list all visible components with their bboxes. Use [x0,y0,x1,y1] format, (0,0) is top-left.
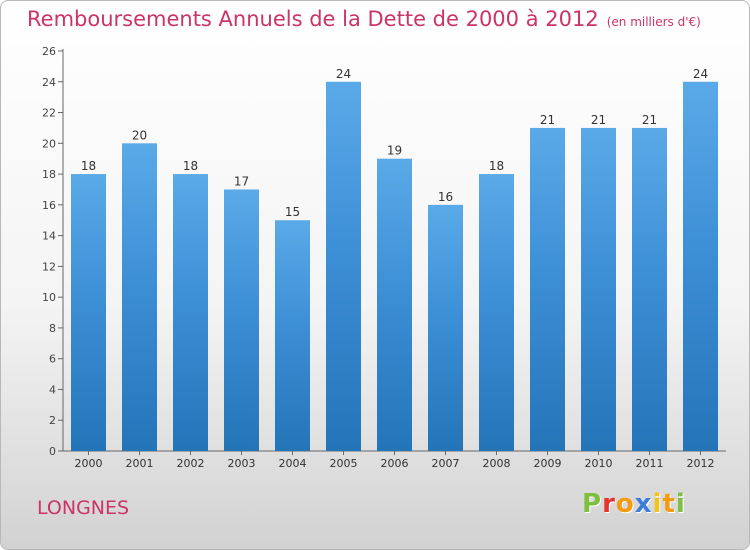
x-tick-label-2009: 2009 [534,457,562,470]
bar-2003 [224,189,259,451]
x-tick-label-2001: 2001 [126,457,154,470]
bar-2002 [173,174,208,452]
y-tick-label: 10 [42,291,56,304]
x-tick-label-2005: 2005 [330,457,358,470]
x-tick-label-2011: 2011 [636,457,664,470]
data-label-2002: 18 [183,159,198,173]
data-label-2001: 20 [132,128,147,142]
y-tick-label: 24 [42,76,56,89]
y-tick-label: 12 [42,260,56,273]
y-tick-label: 14 [42,230,56,243]
data-label-2010: 21 [591,113,606,127]
chart-title: Remboursements Annuels de la Dette de 20… [27,7,701,31]
data-label-2003: 17 [234,174,249,188]
y-tick-label: 18 [42,168,56,181]
bar-2004 [275,220,310,451]
x-tick-label-2008: 2008 [483,457,511,470]
y-tick-label: 8 [49,322,56,335]
y-tick-label: 4 [49,383,56,396]
data-label-2006: 19 [387,144,402,158]
bar-2008 [479,174,514,452]
proxiti-logo: Proxiti [582,489,686,519]
bar-2007 [428,204,463,451]
bar-2012 [683,81,718,452]
bar-2010 [581,127,616,451]
y-tick-label: 20 [42,137,56,150]
x-tick-label-2010: 2010 [585,457,613,470]
location-label: LONGNES [37,497,130,519]
data-label-2007: 16 [438,190,453,204]
x-tick-label-2002: 2002 [177,457,205,470]
bar-2001 [122,143,157,452]
data-label-2009: 21 [540,113,555,127]
y-tick-label: 6 [49,353,56,366]
data-label-2012: 24 [693,67,708,81]
bar-2009 [530,127,565,451]
bar-2011 [632,127,667,451]
x-tick-label-2000: 2000 [75,457,103,470]
data-label-2000: 18 [81,159,96,173]
data-label-2005: 24 [336,67,351,81]
bar-2006 [377,158,412,451]
x-tick-label-2003: 2003 [228,457,256,470]
chart-unit-note: (en milliers d'€) [606,15,701,29]
y-tick-label: 26 [42,45,56,58]
x-tick-label-2012: 2012 [687,457,715,470]
bars [71,81,718,455]
y-tick-label: 0 [49,445,56,458]
data-label-2004: 15 [285,205,300,219]
y-tick-label: 16 [42,199,56,212]
x-tick-label-2006: 2006 [381,457,409,470]
bar-2005 [326,81,361,452]
chart-title-main: Remboursements Annuels de la Dette de 20… [27,7,599,31]
x-tick-label-2007: 2007 [432,457,460,470]
data-label-2008: 18 [489,159,504,173]
y-tick-label: 22 [42,107,56,120]
data-labels: 18 2000 20 2001 18 2002 17 2003 15 2004 24 2005 19 20… [75,67,715,470]
data-label-2011: 21 [642,113,657,127]
x-tick-label-2004: 2004 [279,457,307,470]
y-tick-label: 2 [49,414,56,427]
bar-2000 [71,174,106,452]
